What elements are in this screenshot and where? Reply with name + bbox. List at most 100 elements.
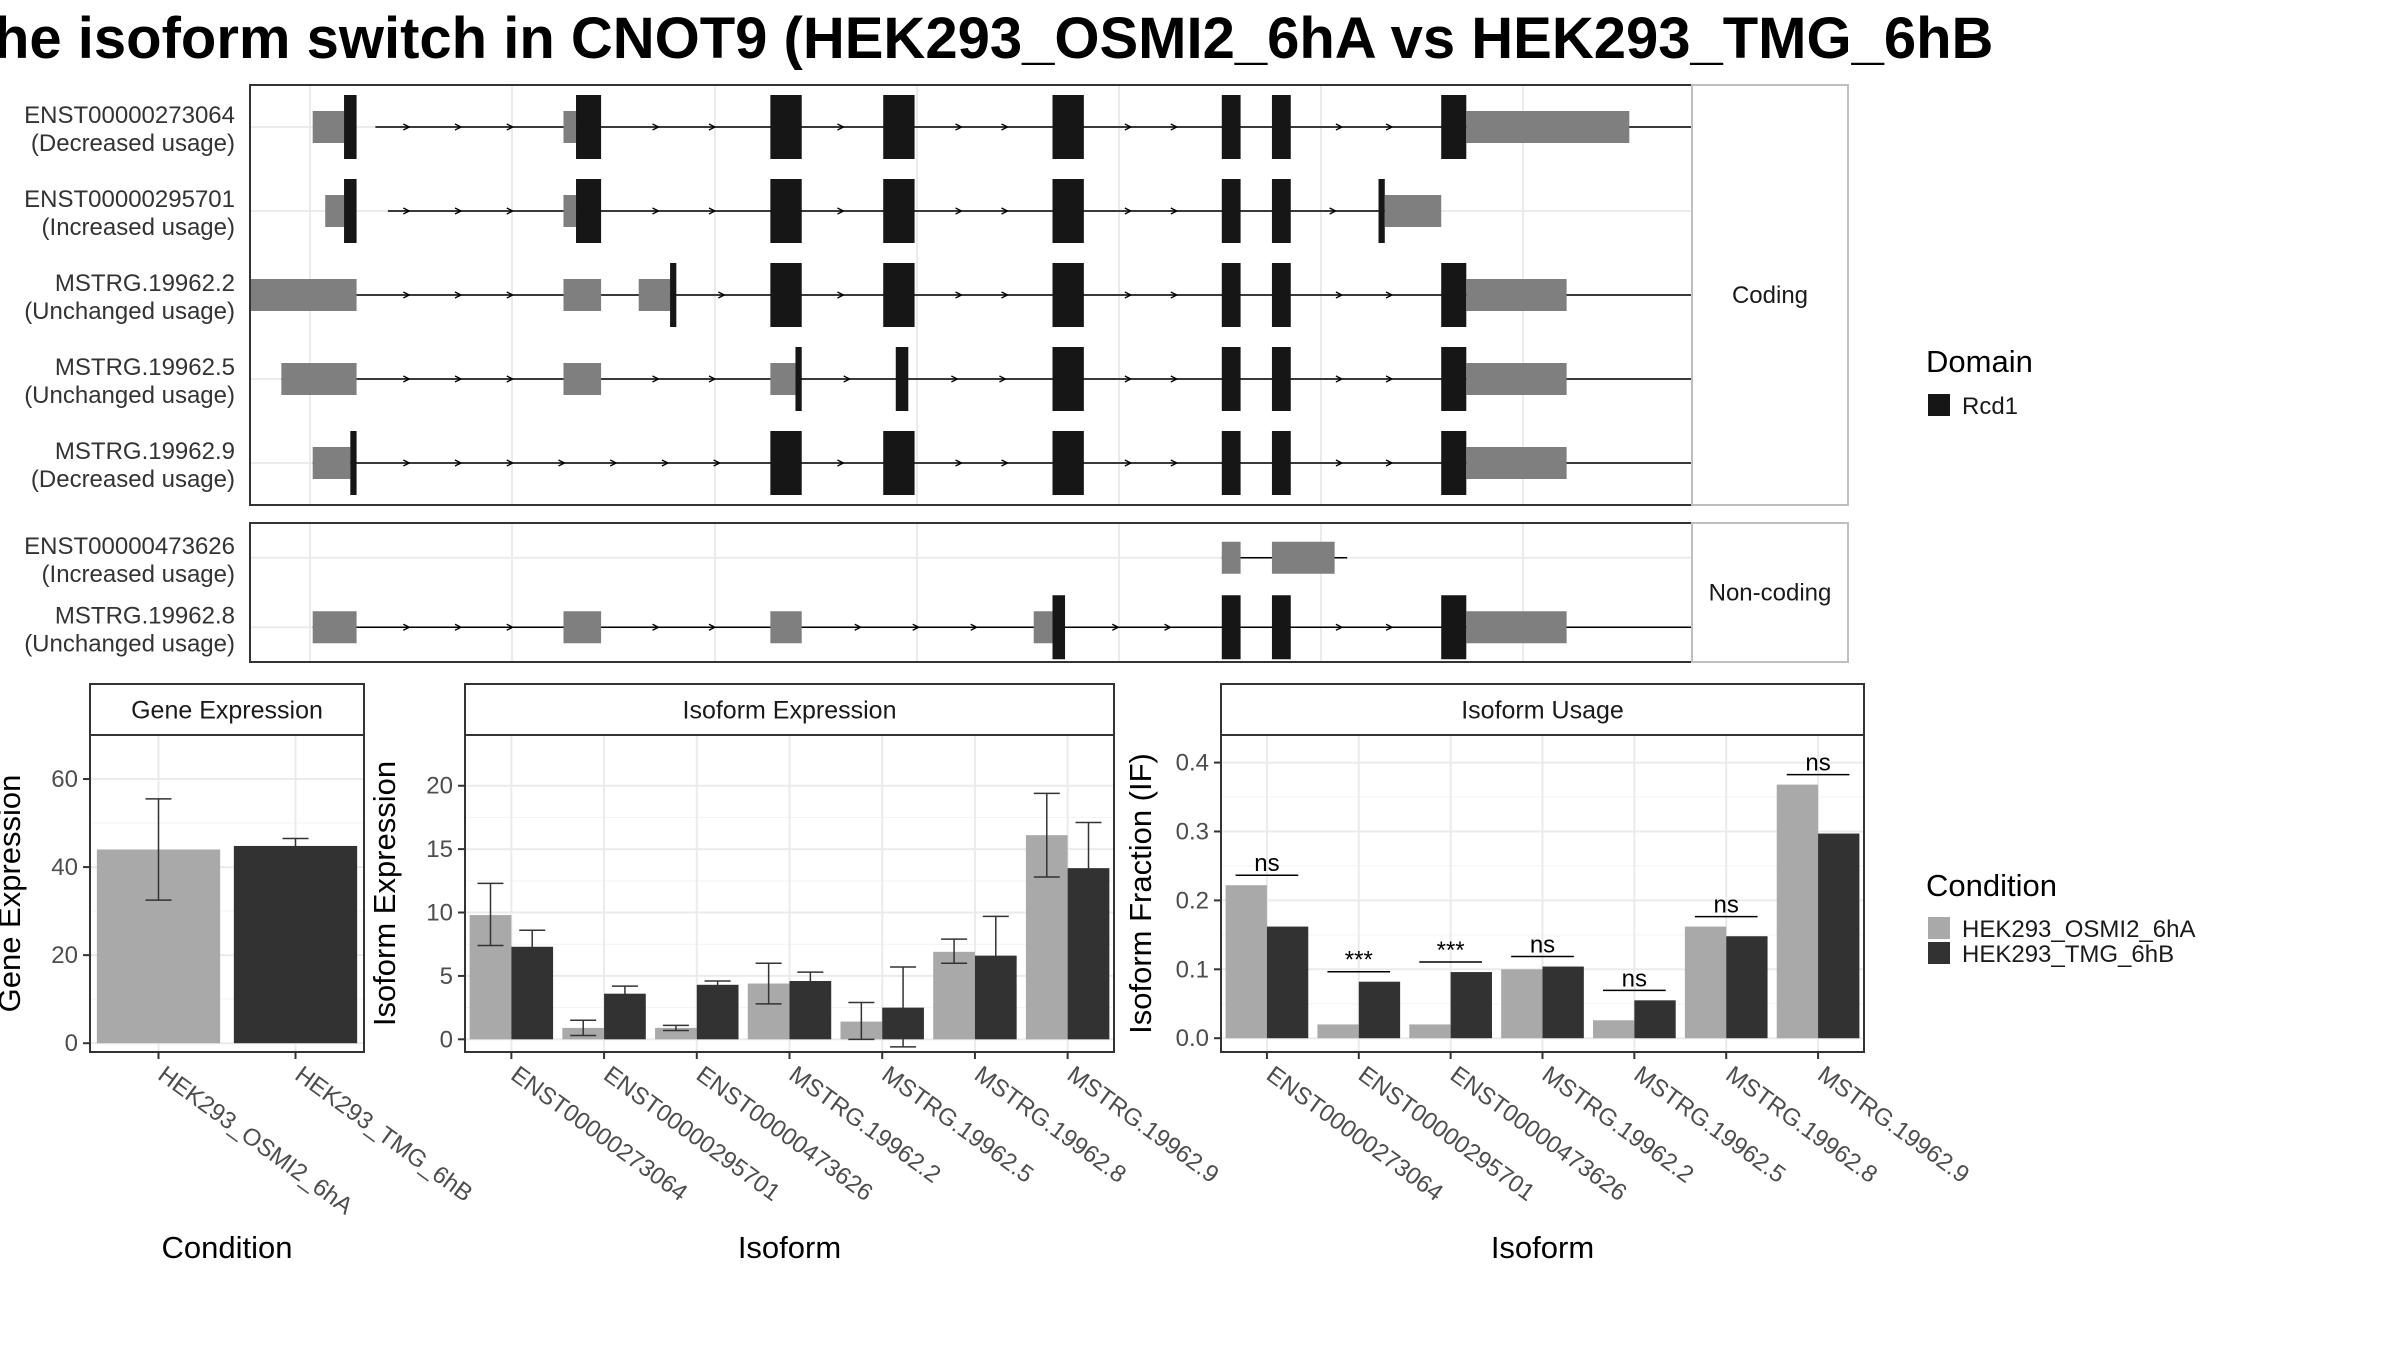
exon-cds-rcd1-domain (576, 95, 602, 159)
exon-cds-rcd1-domain (883, 179, 915, 243)
exon-cds-rcd1-domain (795, 347, 802, 411)
bar (1634, 1000, 1676, 1039)
intron-direction-arrow (652, 207, 660, 215)
exon-utr (770, 611, 802, 644)
bar (1317, 1024, 1359, 1039)
exon-cds-rcd1-domain (770, 263, 802, 327)
exon-cds-rcd1-domain (883, 263, 915, 327)
panel-strip-title: Gene Expression (131, 697, 323, 725)
exon-cds-rcd1-domain (1378, 179, 1385, 243)
bar (789, 980, 832, 1040)
intron-direction-arrow (403, 123, 411, 131)
exon-cds-rcd1-domain (895, 347, 909, 411)
significance-label: ns (1530, 932, 1555, 959)
intron-direction-arrow (999, 375, 1007, 383)
exon-cds-rcd1-domain (350, 431, 357, 495)
intron-direction-arrow (652, 123, 660, 131)
panel-border (89, 734, 365, 1053)
intron-direction-arrow (506, 623, 515, 631)
intron-direction-arrow (403, 375, 411, 383)
y-tick-label: 0.1 (1176, 956, 1209, 983)
exon-cds-rcd1-domain (770, 431, 802, 495)
intron-direction-arrow (955, 459, 964, 467)
x-axis-title: Isoform (1491, 1230, 1594, 1265)
significance-label: *** (1437, 937, 1465, 964)
transcript-enst00000473626 (1221, 541, 1348, 574)
exon-utr (1221, 541, 1241, 574)
bar (1593, 1020, 1635, 1039)
intron-direction-arrow (837, 123, 845, 131)
intron-direction-arrow (955, 123, 964, 131)
y-axis-title: Gene Expression (0, 775, 27, 1013)
exon-cds-rcd1-domain (1052, 95, 1084, 159)
condition-legend-label-b: HEK293_TMG_6hB (1962, 941, 2174, 968)
exon-utr (1466, 111, 1630, 143)
intron-direction-arrow (1385, 291, 1394, 299)
intron-direction-arrow (951, 375, 959, 383)
bar (1450, 972, 1492, 1039)
intron-direction-arrow (1385, 623, 1394, 631)
intron-direction-arrow (1335, 623, 1344, 631)
exon-cds-rcd1-domain (344, 179, 357, 243)
x-tick-label: MSTRG.19962.2 (784, 1061, 946, 1189)
y-tick-label: 5 (440, 963, 453, 990)
transcript-id-label: MSTRG.19962.2 (55, 270, 235, 297)
intron-direction-arrow (506, 291, 515, 299)
intron-direction-arrow (454, 623, 463, 631)
intron-direction-arrow (718, 291, 726, 299)
panel-strip (464, 683, 1115, 736)
transcript-mstrg-19962-9 (312, 431, 1805, 495)
intron-direction-arrow (708, 207, 717, 215)
exon-utr (563, 195, 577, 227)
exon-utr (563, 611, 602, 644)
exon-cds-rcd1-domain (1441, 595, 1467, 660)
exon-cds-rcd1-domain (1221, 179, 1241, 243)
y-axis-title: Isoform Expression (367, 761, 402, 1026)
intron-direction-arrow (1124, 375, 1133, 383)
bar (1266, 926, 1309, 1039)
exon-cds-rcd1-domain (670, 263, 677, 327)
bar (1358, 981, 1401, 1039)
exon-cds-rcd1-domain (1221, 347, 1241, 411)
intron-direction-arrow (454, 291, 463, 299)
transcript-usage-label: (Unchanged usage) (24, 630, 235, 657)
exon-utr (770, 363, 796, 395)
domain-legend-label-rcd1: Rcd1 (1962, 393, 2018, 420)
y-tick-label: 0.3 (1176, 818, 1209, 845)
intron-direction-arrow (843, 375, 852, 383)
bar (655, 1027, 697, 1040)
significance-label: *** (1345, 947, 1373, 974)
exon-utr (563, 363, 602, 395)
y-tick-label: 40 (51, 854, 78, 881)
bar (933, 951, 975, 1040)
intron-direction-arrow (506, 207, 515, 215)
x-tick-label: MSTRG.19962.5 (877, 1061, 1039, 1189)
exon-cds-rcd1-domain (1221, 431, 1241, 495)
isoform-expression-panel: Isoform Expression05101520ENST0000027306… (367, 683, 1224, 1265)
intron-direction-arrow (713, 459, 722, 467)
intron-direction-arrow (955, 207, 964, 215)
exon-cds-rcd1-domain (1271, 347, 1291, 411)
exon-cds-rcd1-domain (1052, 263, 1084, 327)
transcript-id-label: ENST00000273064 (24, 102, 235, 129)
facet-strip (1691, 522, 1849, 663)
x-tick-label: MSTRG.19962.2 (1537, 1061, 1699, 1189)
intron-direction-arrow (506, 459, 515, 467)
exon-utr (563, 111, 577, 143)
panel-strip-title: Isoform Expression (683, 697, 897, 725)
intron-direction-arrow (1335, 291, 1344, 299)
intron-direction-arrow (454, 207, 463, 215)
intron-direction-arrow (1335, 375, 1344, 383)
x-axis-title: Condition (162, 1230, 293, 1265)
bar (233, 845, 358, 1044)
exon-cds-rcd1-domain (1271, 431, 1291, 495)
exon-utr (1466, 279, 1567, 311)
facet-strip (1691, 84, 1849, 506)
intron-direction-arrow (454, 459, 463, 467)
significance-label: ns (1805, 750, 1830, 777)
intron-direction-arrow (1170, 459, 1179, 467)
intron-direction-arrow (506, 375, 515, 383)
bar (1501, 969, 1543, 1039)
intron-direction-arrow (558, 459, 566, 467)
figure-title: he isoform switch in CNOT9 (HEK293_OSMI2… (0, 6, 1993, 71)
